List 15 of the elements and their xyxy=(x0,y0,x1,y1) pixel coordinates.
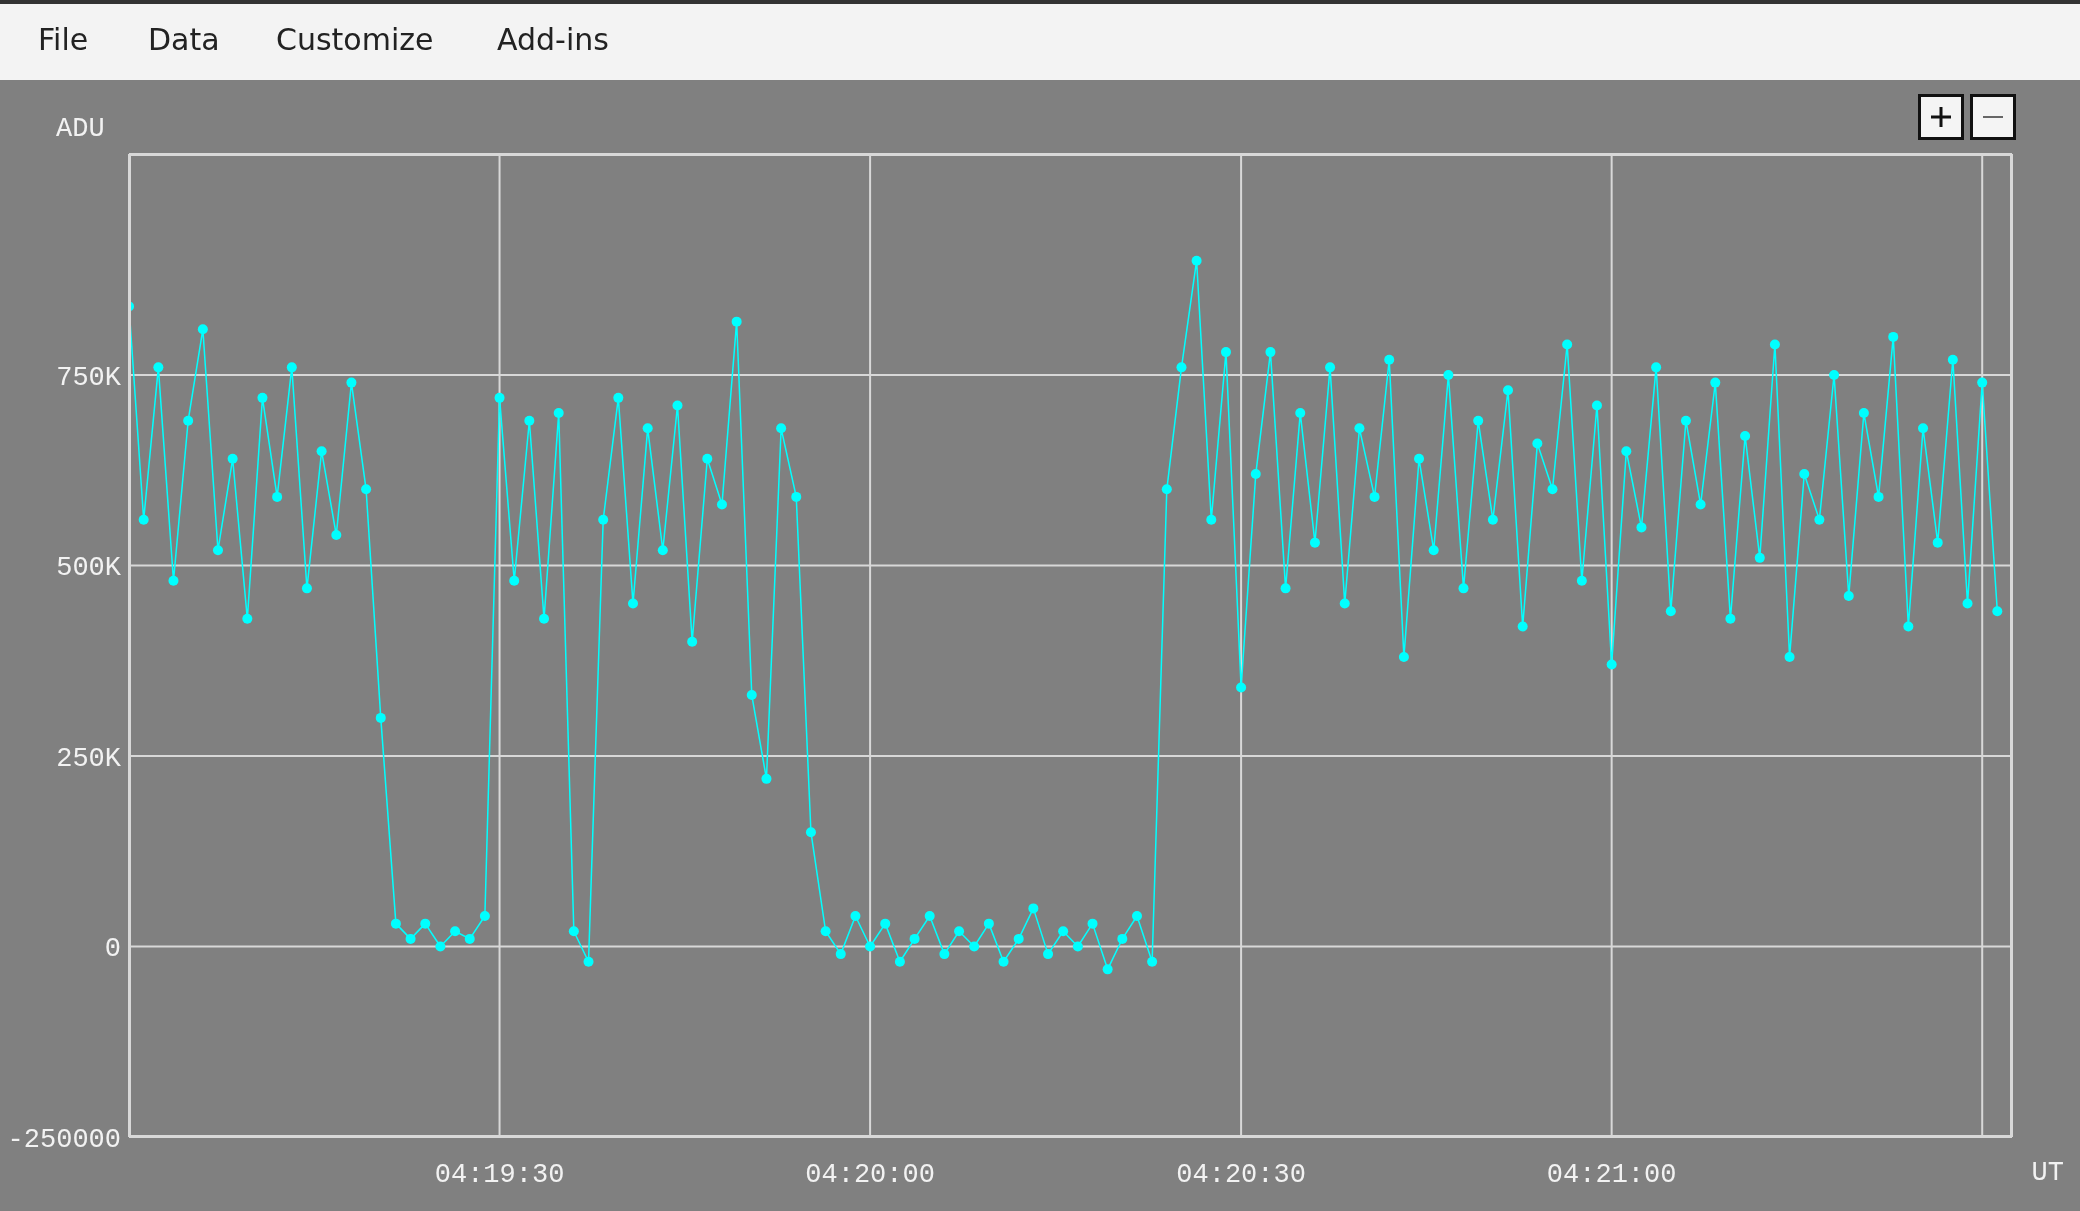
x-tick-label: 04:19:30 xyxy=(434,1160,565,1191)
x-tick-label: 04:21:00 xyxy=(1546,1160,1677,1191)
text: Add-ins xyxy=(497,22,609,57)
y-tick-label: 250K xyxy=(56,743,122,774)
x-tick-label: 04:20:00 xyxy=(805,1160,935,1191)
y-axis-title: ADU xyxy=(56,114,105,144)
text: Data xyxy=(148,22,220,57)
x-tick-label: 04:20:30 xyxy=(1176,1160,1306,1191)
y-tick-label: -250000 xyxy=(7,1124,121,1155)
x-axis-title: UT xyxy=(2031,1158,2064,1188)
y-tick-label: 0 xyxy=(104,934,121,965)
y-tick-label: 500K xyxy=(56,553,122,584)
text: File xyxy=(38,22,89,57)
y-tick-label: 750K xyxy=(56,362,122,393)
text: Customize xyxy=(276,22,434,57)
